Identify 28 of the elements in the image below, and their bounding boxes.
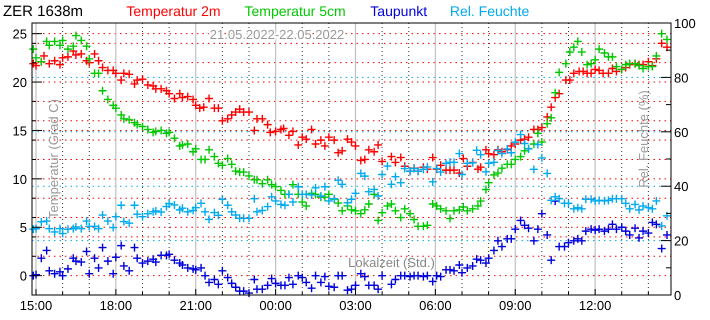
y2-axis-title: Rel. Feuchte (%) <box>636 90 651 188</box>
x-tick-label: 06:00 <box>419 298 452 313</box>
x-tick-label: 03:00 <box>339 298 372 313</box>
x-axis-title: Lokalzeit (Std.) <box>348 255 435 270</box>
y-tick-label: 15 <box>12 123 27 138</box>
y-tick-label: 5 <box>20 220 27 236</box>
y-tick-label: 20 <box>12 75 27 90</box>
chart-title: ZER 1638m <box>3 3 84 20</box>
y-tick-label: 10 <box>12 172 27 187</box>
y-tick-label: 25 <box>12 26 27 42</box>
y2-tick-label: 20 <box>674 234 688 249</box>
x-tick-label: 15:00 <box>20 298 52 313</box>
y2-tick-label: 100 <box>674 16 696 31</box>
text: Temperatur 5cm <box>244 3 346 19</box>
text: Temperatur 2m <box>126 3 221 19</box>
text: Taupunkt <box>370 3 428 19</box>
y-axis-title: Temperatur (Grad C) <box>46 99 61 219</box>
x-tick-label: 18:00 <box>100 298 132 313</box>
y2-tick-label: 60 <box>674 124 688 140</box>
y2-tick-label: 80 <box>674 70 688 86</box>
y-tick-label: 0 <box>20 268 27 284</box>
x-tick-label: 00:00 <box>259 298 292 313</box>
text: Rel. Feuchte <box>450 3 530 19</box>
y2-tick-label: 40 <box>674 179 688 194</box>
x-tick-label: 12:00 <box>578 298 612 313</box>
y2-tick-label: 0 <box>674 288 682 303</box>
x-tick-label: 21:00 <box>179 298 212 313</box>
x-tick-label: 09:00 <box>498 298 532 313</box>
